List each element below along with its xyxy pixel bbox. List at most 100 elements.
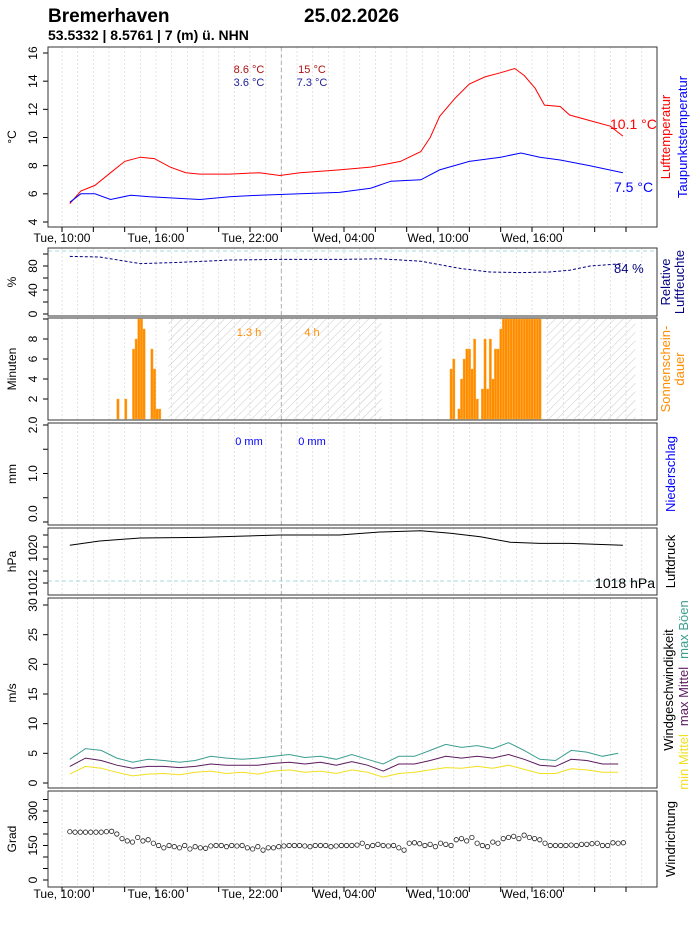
x-tick-label: Tue, 16:00: [128, 231, 185, 245]
y-tick-label: 10: [26, 131, 40, 145]
wind-legend-entry: max Böen: [676, 600, 691, 659]
y-tick-label: 6: [26, 355, 40, 362]
wind-direction-point: [474, 840, 480, 846]
wind-direction-point: [432, 844, 438, 850]
wind-direction-point: [364, 844, 371, 850]
panel-frame: [47, 422, 658, 526]
wind-direction-point: [109, 828, 115, 834]
panel-frame: [47, 527, 658, 596]
wind-direction-point: [302, 843, 308, 849]
wind-direction-point: [156, 842, 162, 849]
wind-direction-point: [213, 842, 219, 849]
y-tick-label: 15: [26, 687, 40, 701]
sunshine-bar: [486, 388, 490, 420]
wind-direction-point: [338, 842, 344, 849]
wind-direction-point: [208, 843, 214, 849]
wind-direction-point: [448, 842, 454, 849]
wind-direction-point: [150, 840, 156, 846]
wind-direction-point: [119, 835, 125, 842]
wind-direction-point: [103, 829, 109, 835]
wind-direction-point: [511, 833, 517, 839]
panel-wind_direction: 0 150 300 Grad: [5, 791, 643, 887]
wind-direction-point: [182, 842, 188, 849]
y-tick-label: 5: [26, 750, 40, 757]
right-label-wind_speed: Windgeschwindigkeit: [661, 629, 676, 751]
sunshine-bar: [483, 338, 487, 420]
annotation-pressure: 1018 hPa: [595, 575, 655, 591]
sunshine-bar: [132, 348, 135, 420]
y-tick-label: 30: [26, 598, 40, 612]
x-tick-label: Tue, 10:00: [34, 887, 91, 901]
panel-frame: [47, 597, 658, 789]
wind-direction-point: [458, 835, 465, 842]
wind-direction-point: [573, 842, 579, 849]
wind-direction-point: [500, 835, 506, 842]
sunshine-bar: [134, 338, 138, 420]
sunshine-bar: [150, 348, 154, 420]
panel-temperature: 4 6 8 10 12 14 16 °C: [5, 46, 643, 227]
y-tick-label: 1012: [26, 569, 40, 596]
wind-direction-point: [114, 831, 120, 837]
wind-direction-point: [610, 840, 616, 846]
y-axis-label: mm: [5, 464, 19, 484]
sunshine-bar: [515, 318, 518, 420]
annotation-temperature: 7.5 °C: [614, 179, 653, 195]
wind-direction-point: [249, 846, 256, 852]
wind-direction-point: [594, 840, 600, 846]
wind-direction-point: [605, 842, 611, 849]
annotation-temperature: 15 °C: [298, 64, 326, 76]
y-tick-label: 40: [26, 283, 40, 297]
y-tick-label: 14: [26, 74, 40, 88]
y-tick-label: 1.0: [26, 465, 40, 482]
wind-direction-point: [422, 842, 428, 849]
sunshine-bar: [473, 338, 477, 420]
humidity-line: [69, 255, 623, 274]
wind-legend-entry: min Mittel: [676, 734, 691, 790]
y-axis-label: %: [5, 276, 19, 287]
wind-direction-point: [354, 842, 360, 848]
panel-frame: [47, 317, 658, 421]
wind-legend-entry: max Mittel: [676, 667, 691, 726]
sunshine-bar: [140, 318, 143, 420]
annotation-sunshine: 1.3 h: [237, 327, 261, 339]
y-tick-label: 2: [26, 395, 40, 402]
sunshine-bar: [533, 318, 537, 420]
wind-direction-point: [464, 838, 470, 844]
wind-direction-point: [135, 834, 141, 841]
wind-direction-point: [187, 846, 193, 852]
y-tick-label: 0: [26, 310, 40, 317]
x-tick-label: Tue, 22:00: [222, 887, 279, 901]
wind-direction-point: [307, 844, 313, 850]
sunshine-bar: [538, 318, 542, 420]
x-tick-label: Wed, 04:00: [313, 231, 374, 245]
wind-direction-point: [270, 845, 277, 851]
wind-direction-point: [401, 847, 407, 853]
no-sun-period: [546, 319, 636, 419]
right-label-precipitation: Niederschlag: [663, 436, 678, 512]
wind-direction-point: [443, 841, 449, 847]
annotation-humidity: 84 %: [614, 261, 644, 276]
sunshine-bar: [155, 408, 159, 420]
dewpoint-line: [69, 152, 624, 203]
wind-direction-point: [568, 842, 574, 848]
wind-direction-point: [203, 845, 209, 851]
panel-precipitation: 0.0 1.0 2.0 mm: [5, 416, 643, 525]
wind-direction-point: [469, 834, 475, 841]
y-tick-label: 4: [26, 218, 40, 225]
wind-direction-point: [129, 839, 136, 845]
sunshine-bar: [470, 368, 474, 420]
wind-direction-point: [552, 842, 559, 849]
wind-direction-point: [176, 845, 183, 851]
wind-direction-point: [140, 838, 146, 844]
wind-direction-point: [161, 845, 167, 851]
wind-direction-point: [124, 838, 130, 844]
sunshine-bar: [504, 318, 508, 420]
wind-direction-point: [223, 844, 230, 850]
y-tick-label: 25: [26, 628, 40, 642]
annotation-temperature: 8.6 °C: [234, 64, 265, 76]
sunshine-bar: [116, 398, 120, 420]
panel-humidity: 0 40 80%: [5, 248, 657, 317]
annotation-sunshine: 4 h: [304, 327, 319, 339]
wind-direction-point: [255, 844, 261, 850]
